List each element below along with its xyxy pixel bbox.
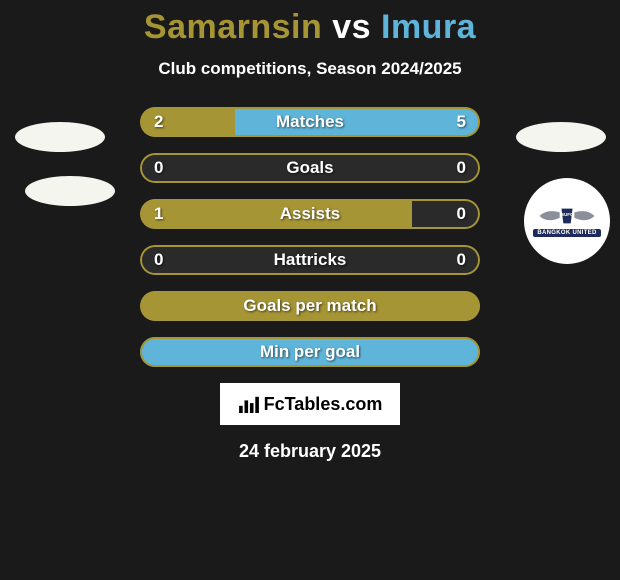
brand-box[interactable]: FcTables.com [220,383,400,425]
bar-label: Matches [140,107,480,137]
comparison-card: Samarnsin vs Imura Club competitions, Se… [0,0,620,462]
bar-value-right: 5 [457,107,466,137]
subtitle: Club competitions, Season 2024/2025 [0,59,620,79]
bar-label: Goals [140,153,480,183]
brand-text: FcTables.com [264,394,383,415]
left-badge-bottom [25,176,115,206]
stat-bar: Min per goal [140,337,480,367]
stat-bar: Hattricks0 0 [140,245,480,275]
page-title: Samarnsin vs Imura [0,8,620,47]
left-badge-top [15,122,105,152]
brand-bars-icon [238,395,260,413]
bar-value-right: 0 [457,245,466,275]
stat-bar: Goals0 0 [140,153,480,183]
bars-container: Matches25Goals00Assists10Hattricks00Goal… [140,107,480,367]
right-club-circle: BUFC BANGKOK UNITED [524,178,610,264]
bar-value-left: 1 [154,199,163,229]
bar-label: Hattricks [140,245,480,275]
vs-text: vs [332,8,371,46]
bar-value-right: 0 [457,199,466,229]
date-text: 24 february 2025 [0,441,620,462]
stat-bar: Assists1 0 [140,199,480,229]
bar-label: Min per goal [140,337,480,367]
bar-label: Goals per match [140,291,480,321]
player2-name: Imura [381,8,476,46]
bar-label: Assists [140,199,480,229]
right-badge-top [516,122,606,152]
stat-bar: Matches2 5 [140,107,480,137]
bar-value-right: 0 [457,153,466,183]
stat-bar: Goals per match [140,291,480,321]
player1-name: Samarnsin [144,8,322,46]
club-wings-icon: BUFC [535,205,599,227]
svg-text:BUFC: BUFC [561,212,574,217]
bar-value-left: 2 [154,107,163,137]
club-label: BANGKOK UNITED [533,229,600,237]
bar-value-left: 0 [154,245,163,275]
bar-value-left: 0 [154,153,163,183]
